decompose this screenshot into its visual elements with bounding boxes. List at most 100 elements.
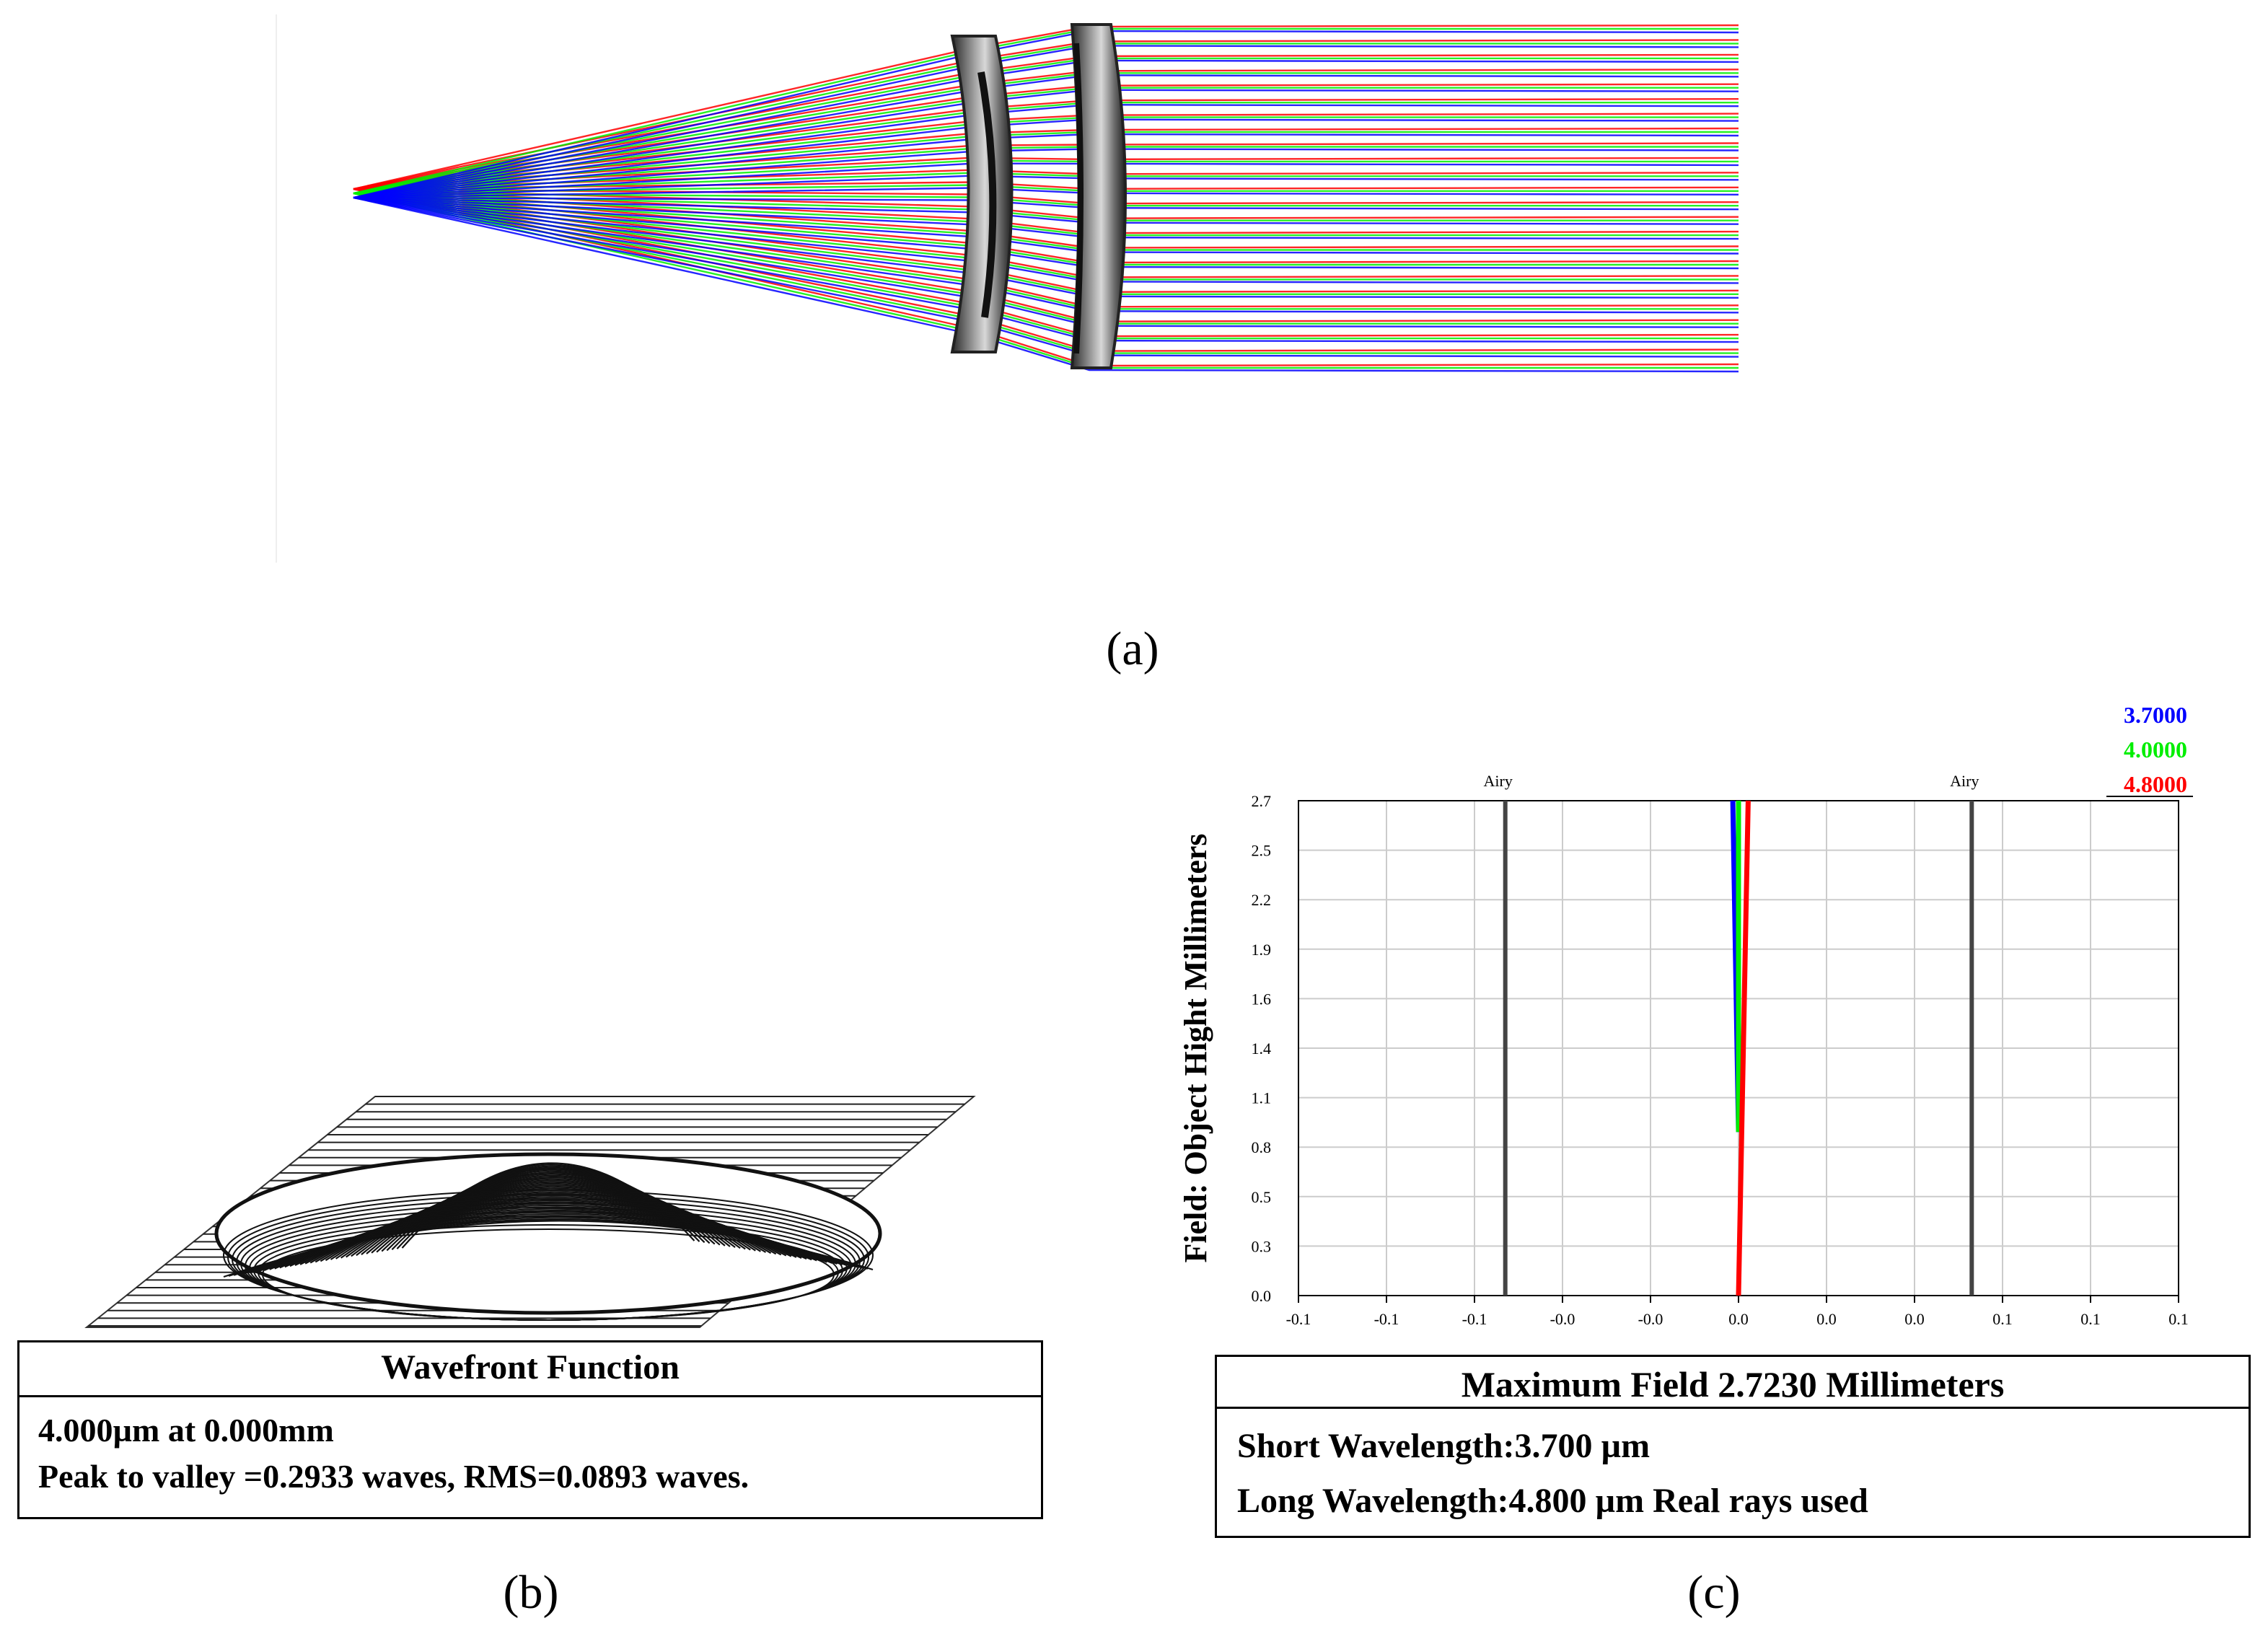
x-tick-label: 0.1 (2080, 1310, 2101, 1327)
series-line-4.8000 (1736, 800, 1751, 1296)
ray (353, 192, 1739, 221)
airy-label: Airy (1950, 772, 1979, 790)
y-tick-label: 0.8 (1252, 1138, 1272, 1156)
y-tick-label: 2.2 (1252, 891, 1272, 909)
ray (353, 196, 1739, 358)
legend-entry: 3.7000 (2124, 702, 2187, 728)
ray (353, 188, 1739, 205)
panel-a (274, 14, 2020, 577)
wavefront-contour (391, 1165, 706, 1251)
x-tick-label: 0.0 (1816, 1310, 1837, 1327)
wavefront-contour (396, 1164, 700, 1249)
y-tick-label: 1.4 (1252, 1039, 1272, 1058)
ray (353, 69, 1739, 190)
ray (353, 169, 1739, 190)
panel-a-label: (a) (1106, 623, 1159, 675)
y-axis-label: Field: Object Hight Millimeters (1178, 833, 1213, 1262)
lateral-color-chart: -0.1 -0.1 -0.1 -0.0 -0.0 0.0 0.0 0.0 0.1 0.1 0.1 0.… (1178, 702, 2193, 1328)
ray (353, 53, 1739, 190)
x-tick-label: -0.0 (1638, 1310, 1663, 1327)
ray (353, 116, 1739, 195)
y-tick-label: 1.6 (1252, 990, 1272, 1008)
lateral-caption-line-1: Short Wavelength:3.700 µm (1237, 1427, 1651, 1465)
ray (353, 192, 1739, 281)
y-tick-label: 1.1 (1252, 1089, 1272, 1107)
ray (353, 59, 1739, 199)
wavefront-rim-contour (262, 1228, 835, 1321)
ray (353, 103, 1739, 199)
ray (353, 39, 1739, 190)
lateral-caption-title: Maximum Field 2.7230 Millimeters (1217, 1357, 2249, 1409)
y-tick-label: 0.5 (1252, 1188, 1272, 1206)
ray (353, 192, 1739, 266)
ray (353, 192, 1739, 295)
ray (353, 162, 1739, 199)
ray (353, 188, 1739, 234)
ray (353, 196, 1739, 299)
wavefront-surface-plot (84, 1096, 976, 1328)
x-tick-label: 0.0 (1904, 1310, 1925, 1327)
ray (353, 181, 1739, 190)
ray (353, 192, 1739, 251)
ray (353, 89, 1739, 199)
ray (353, 24, 1739, 190)
ray (353, 27, 1739, 195)
wavefront-contour (366, 1173, 731, 1254)
ray (353, 131, 1739, 195)
ray (353, 175, 1739, 199)
ray (353, 172, 1739, 195)
ray (353, 113, 1739, 190)
ray (353, 192, 1739, 207)
panel-c-label: (c) (1687, 1566, 1741, 1619)
ray (353, 127, 1739, 190)
ray (353, 43, 1739, 195)
ray (353, 118, 1739, 199)
wavefront-caption-line-2: Peak to valley =0.2933 waves, RMS=0.0893… (38, 1458, 750, 1495)
ray (353, 188, 1739, 264)
x-tick-label: 0.1 (1992, 1310, 2013, 1327)
ray (353, 188, 1739, 338)
ray (353, 133, 1739, 199)
ray (353, 148, 1739, 199)
ray (353, 192, 1739, 369)
wavefront-dome-outline (214, 1152, 882, 1315)
ray (353, 196, 1739, 314)
ray (353, 83, 1739, 190)
ray (353, 142, 1739, 190)
ray (353, 45, 1739, 199)
ray (353, 196, 1739, 255)
panel-c: -0.1 -0.1 -0.1 -0.0 -0.0 0.0 0.0 0.0 0.1 0.1 0.1 0.… (1154, 678, 2251, 1328)
airy-label: Airy (1484, 772, 1513, 790)
ray (353, 188, 1739, 278)
ray (353, 30, 1739, 199)
y-tick-label: 0.0 (1252, 1287, 1272, 1305)
ray (353, 196, 1739, 240)
ray (353, 184, 1739, 195)
ray (353, 188, 1739, 352)
ray (353, 196, 1739, 284)
x-tick-label: 0.0 (1728, 1310, 1749, 1327)
ray (353, 57, 1739, 195)
wavefront-caption-box: Wavefront Function 4.000µm at 0.000mm Pe… (17, 1340, 1043, 1519)
ray (353, 192, 1739, 237)
x-tick-label: -0.1 (1462, 1310, 1487, 1327)
ray (353, 196, 1739, 225)
ray (353, 196, 1739, 343)
y-tick-label: 1.9 (1252, 941, 1272, 959)
lateral-caption-box: Maximum Field 2.7230 Millimeters Short W… (1215, 1355, 2251, 1538)
ray (353, 188, 1739, 219)
ray (353, 192, 1739, 325)
ray (353, 187, 1739, 199)
ray (353, 192, 1739, 354)
x-tick-label: -0.1 (1374, 1310, 1399, 1327)
ray (353, 159, 1739, 195)
x-tick-label: -0.0 (1550, 1310, 1575, 1327)
ray (353, 196, 1739, 373)
ray (353, 192, 1739, 310)
lens-2 (1070, 23, 1127, 369)
ray (353, 188, 1739, 249)
ray-trace-diagram (276, 14, 1739, 563)
ray (353, 97, 1739, 190)
y-tick-label: 0.3 (1252, 1237, 1272, 1255)
ray (353, 188, 1739, 308)
